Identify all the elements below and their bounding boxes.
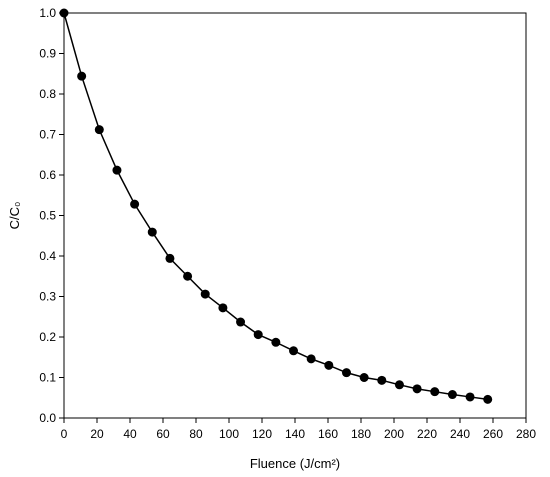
data-point xyxy=(289,346,299,356)
x-axis-title: Fluence (J/cm²) xyxy=(250,456,340,471)
data-point xyxy=(447,390,457,400)
x-tick-label: 200 xyxy=(384,427,404,441)
x-tick-label: 220 xyxy=(417,427,437,441)
data-point xyxy=(483,394,493,404)
y-axis-ticks: 0.0 0.1 0.2 0.3 0.4 0.5 0.6 0.7 0.8 0.9 1.0 xyxy=(39,6,64,425)
y-tick-label: 0.2 xyxy=(39,330,56,344)
x-tick-label: 20 xyxy=(90,427,104,441)
y-tick-label: 0.4 xyxy=(39,249,56,263)
x-tick-label: 0 xyxy=(61,427,68,441)
data-point xyxy=(377,375,387,385)
x-tick-label: 60 xyxy=(156,427,170,441)
data-point xyxy=(271,337,281,347)
y-tick-label: 1.0 xyxy=(39,6,56,20)
x-tick-label: 180 xyxy=(351,427,371,441)
y-axis-title: C/C₀ xyxy=(7,202,22,230)
data-point xyxy=(253,330,263,340)
x-tick-label: 40 xyxy=(123,427,137,441)
data-point xyxy=(77,71,87,81)
data-point xyxy=(218,303,228,313)
x-tick-label: 80 xyxy=(189,427,203,441)
x-tick-label: 260 xyxy=(483,427,503,441)
y-tick-label: 0.7 xyxy=(39,128,56,142)
data-point xyxy=(183,271,193,281)
data-point xyxy=(341,368,351,378)
y-tick-label: 0.3 xyxy=(39,290,56,304)
x-tick-label: 140 xyxy=(285,427,305,441)
data-point xyxy=(94,125,104,135)
data-point xyxy=(165,253,175,263)
x-tick-label: 240 xyxy=(450,427,470,441)
plot-area-frame xyxy=(63,12,527,419)
data-point xyxy=(412,384,422,394)
data-point xyxy=(306,354,316,364)
data-point xyxy=(130,199,140,209)
y-tick-label: 0.0 xyxy=(39,411,56,425)
data-point xyxy=(359,373,369,382)
y-tick-label: 0.8 xyxy=(39,87,56,101)
data-point xyxy=(465,392,475,402)
data-point xyxy=(394,380,404,390)
data-point xyxy=(236,317,246,327)
data-point xyxy=(430,387,440,397)
data-point xyxy=(324,360,334,370)
x-tick-label: 160 xyxy=(318,427,338,441)
x-axis-ticks: 0 20 40 60 80 100 120 140 160 180 200 220 240 260 280 xyxy=(61,418,536,441)
series-layer xyxy=(59,8,493,404)
data-point xyxy=(200,289,210,299)
y-tick-label: 0.5 xyxy=(39,209,56,223)
data-point xyxy=(112,165,122,175)
x-tick-label: 100 xyxy=(219,427,239,441)
data-point xyxy=(147,227,157,237)
x-tick-label: 280 xyxy=(516,427,536,441)
data-point xyxy=(59,8,69,18)
y-tick-label: 0.9 xyxy=(39,47,56,61)
y-tick-label: 0.6 xyxy=(39,168,56,182)
x-tick-label: 120 xyxy=(252,427,272,441)
y-tick-label: 0.1 xyxy=(39,371,56,385)
